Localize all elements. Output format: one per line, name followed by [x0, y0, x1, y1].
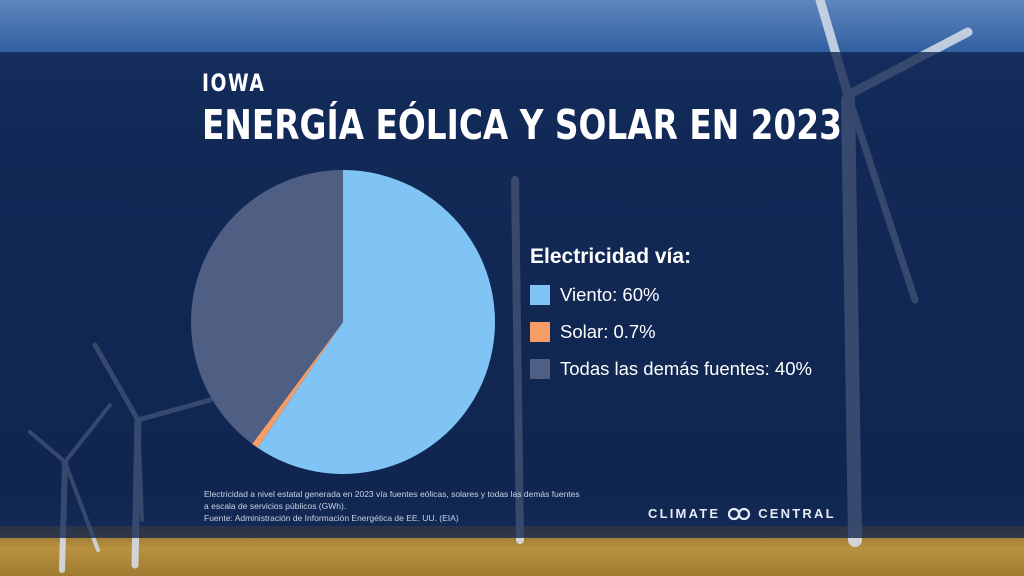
legend-swatch-solar: [530, 322, 550, 342]
legend: Electricidad vía: Viento: 60% Solar: 0.7…: [530, 245, 812, 394]
legend-label-other: Todas las demás fuentes: 40%: [560, 358, 812, 379]
state-label: IOWA: [202, 69, 266, 97]
content-panel: [0, 52, 1024, 538]
legend-swatch-other: [530, 359, 550, 379]
brand-logo: CLIMATE CENTRAL: [648, 506, 836, 521]
legend-item-solar: Solar: 0.7%: [530, 320, 812, 344]
sky-strip: [0, 0, 1024, 55]
pie-slice-other: [190, 170, 343, 444]
pie-chart: [190, 170, 495, 474]
infinity-loop-icon: [728, 507, 751, 520]
footnote-source: Fuente: Administración de Información En…: [204, 513, 459, 523]
legend-item-other: Todas las demás fuentes: 40%: [530, 357, 812, 381]
legend-title: Electricidad vía:: [530, 245, 692, 268]
brand-text-right: CENTRAL: [758, 506, 836, 521]
legend-swatch-wind: [530, 285, 550, 305]
legend-label-wind: Viento: 60%: [560, 284, 660, 305]
legend-item-wind: Viento: 60%: [530, 283, 812, 307]
footnote: Electricidad a nivel estatal generada en…: [204, 488, 624, 524]
pie-slice-wind: [257, 170, 495, 474]
chart-title: ENERGÍA EÓLICA Y SOLAR EN 2023: [202, 101, 842, 149]
brand-text-left: CLIMATE: [648, 506, 721, 521]
footnote-line-2: a escala de servicios públicos (GWh).: [204, 501, 347, 511]
legend-label-solar: Solar: 0.7%: [560, 321, 656, 342]
header: IOWA ENERGÍA EÓLICA Y SOLAR EN 2023: [202, 70, 1002, 148]
footnote-line-1: Electricidad a nivel estatal generada en…: [204, 489, 580, 499]
pie-slice-solar: [252, 322, 343, 448]
